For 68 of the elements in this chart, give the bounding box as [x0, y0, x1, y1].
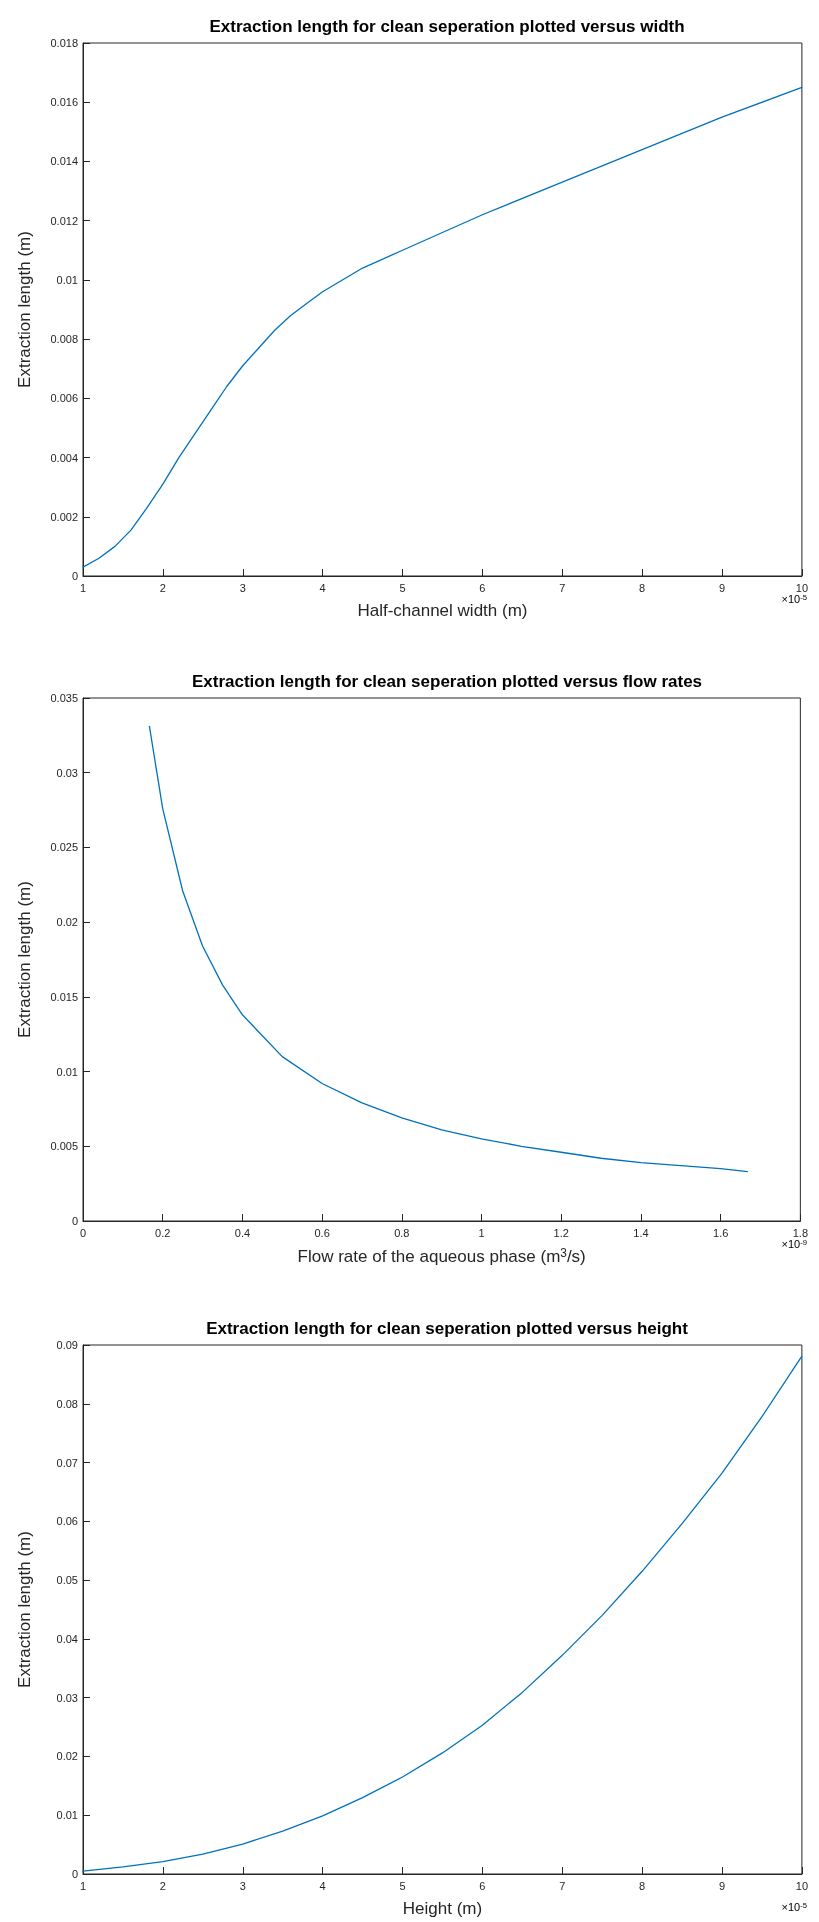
- x-tick-label: 7: [559, 581, 566, 594]
- x-axis-title: Half-channel width (m): [357, 601, 528, 620]
- x-axis-title: Height (m): [402, 1899, 483, 1918]
- y-tick-label: 0.02: [56, 916, 78, 929]
- y-tick-label: 0.03: [56, 766, 78, 779]
- x-tick-label: 0.2: [155, 1226, 171, 1239]
- x-tick-label: 1: [79, 1879, 87, 1892]
- x-tick-label: 4: [319, 1879, 326, 1892]
- y-tick-label: 0.015: [50, 990, 78, 1003]
- x-tick-label: 8: [639, 1879, 646, 1892]
- x-tick-label: 1.4: [633, 1226, 649, 1239]
- x-tick-label: 6: [479, 581, 486, 594]
- x-tick-label: 9: [718, 581, 726, 594]
- y-tick-label: 0: [71, 1215, 78, 1227]
- y-tick-label: 0.01: [56, 1809, 78, 1822]
- x-tick-label: 1: [79, 581, 87, 594]
- x-tick-label: 9: [718, 1879, 726, 1892]
- y-tick-label: 0.025: [50, 841, 78, 854]
- y-tick-label: 0.07: [56, 1456, 78, 1469]
- x-tick-label: 5: [399, 1879, 406, 1892]
- chart-title: Extraction length for clean seperation plotted versus width: [209, 17, 685, 36]
- line-series: [148, 725, 748, 1173]
- line-series: [82, 86, 803, 568]
- y-tick-label: 0.09: [56, 1339, 78, 1351]
- x-tick-label: 8: [639, 581, 646, 594]
- x-tick-label: 1.6: [713, 1226, 729, 1239]
- y-tick-label: 0.03: [56, 1691, 78, 1704]
- x-tick-label: 7: [559, 1879, 566, 1892]
- y-tick-label: 0.04: [56, 1632, 78, 1645]
- x-tick-label: 2: [159, 581, 166, 594]
- x-tick-label: 6: [479, 1879, 486, 1892]
- chart-title: Extraction length for clean seperation plotted versus height: [206, 1319, 689, 1338]
- y-tick-label: 0.008: [50, 333, 78, 346]
- y-tick-label: 0.014: [50, 155, 78, 168]
- y-tick-label: 0.08: [56, 1397, 78, 1410]
- x-tick-label: 10: [795, 1879, 809, 1892]
- chart-title: Extraction length for clean seperation plotted versus flow rates: [191, 672, 703, 691]
- x-tick-label: 5: [399, 581, 406, 594]
- y-tick-label: 0.004: [50, 451, 78, 464]
- x-tick-label: 4: [319, 581, 326, 594]
- y-tick-label: 0.02: [56, 1750, 78, 1763]
- x-tick-label: 1.2: [553, 1226, 569, 1239]
- x-tick-label: 0.4: [234, 1226, 251, 1239]
- y-tick-label: 0.05: [56, 1574, 78, 1587]
- x-tick-label: 0: [79, 1226, 87, 1239]
- x-tick-label: 0.6: [314, 1226, 330, 1239]
- y-tick-label: 0.016: [50, 96, 78, 109]
- y-tick-label: 0.006: [50, 392, 78, 405]
- y-tick-label: 0.06: [56, 1515, 78, 1528]
- y-tick-label: 0.01: [56, 273, 78, 286]
- y-axis-title: Extraction length (m): [15, 231, 34, 388]
- y-tick-label: 0.002: [50, 510, 78, 523]
- x-tick-label: 3: [239, 1879, 246, 1892]
- y-axis-title: Extraction length (m): [15, 881, 34, 1038]
- y-axis-title: Extraction length (m): [15, 1531, 34, 1688]
- x-tick-label: 1.8: [792, 1226, 808, 1239]
- x-tick-label: 10: [795, 581, 809, 594]
- x-tick-label: 1: [478, 1226, 485, 1239]
- x-tick-label: 2: [159, 1879, 166, 1892]
- y-tick-label: 0: [71, 570, 78, 582]
- x-tick-label: 0.8: [394, 1226, 410, 1239]
- y-tick-label: 0.018: [50, 37, 78, 49]
- y-tick-label: 0.005: [50, 1140, 78, 1153]
- y-tick-label: 0.012: [50, 214, 78, 227]
- y-tick-label: 0.035: [50, 692, 78, 704]
- x-tick-label: 3: [239, 581, 246, 594]
- y-tick-label: 0: [71, 1868, 78, 1880]
- y-tick-label: 0.01: [56, 1065, 78, 1078]
